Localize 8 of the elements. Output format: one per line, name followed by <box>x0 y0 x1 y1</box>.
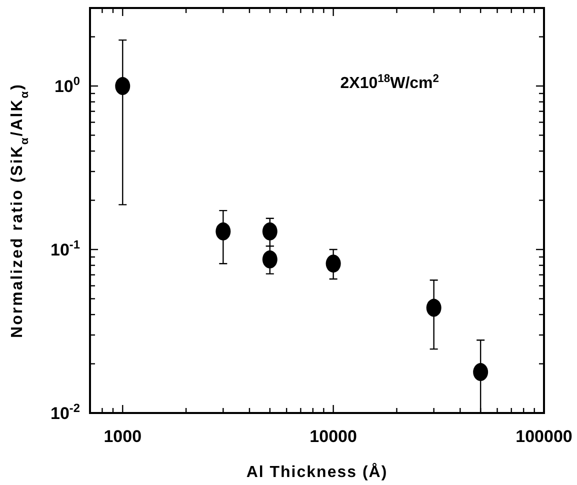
x-tick-label: 10000 <box>310 427 357 446</box>
annotation: 2X10$^{18}$W/cm$^{2}$ <box>340 73 440 92</box>
x-axis-title: Al Thickness (Å) <box>246 462 388 481</box>
y-tick-label: 10$^{-2}$ <box>50 401 80 423</box>
x-tick-label: 100000 <box>516 427 572 446</box>
y-tick-label: 10$^{-1}$ <box>50 238 80 260</box>
y-tick-label: 10$^{0}$ <box>54 74 80 96</box>
x-tick-label: 1000 <box>104 427 142 446</box>
